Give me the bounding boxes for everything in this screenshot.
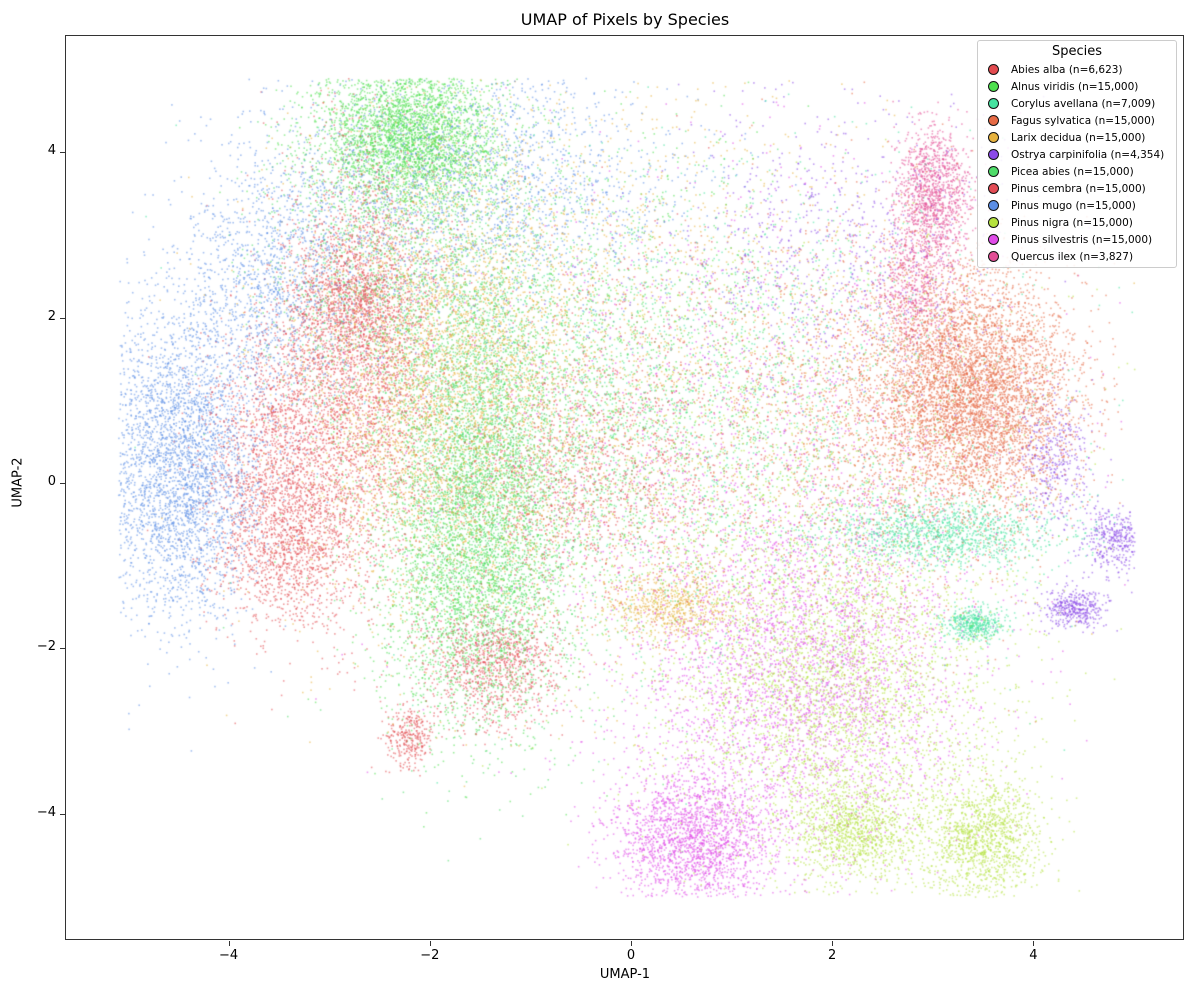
legend-item: Ostrya carpinifolia (n=4,354) (984, 146, 1170, 163)
legend-label: Alnus viridis (n=15,000) (1011, 80, 1139, 93)
legend-item: Pinus cembra (n=15,000) (984, 180, 1170, 197)
y-tick-label: −2 (36, 639, 56, 655)
x-tick (429, 941, 431, 946)
y-tick-label: 0 (47, 474, 56, 489)
legend-item: Abies alba (n=6,623) (984, 61, 1170, 78)
plot-frame (65, 35, 1184, 940)
legend-label: Quercus ilex (n=3,827) (1011, 250, 1134, 263)
legend-marker-icon (988, 98, 999, 109)
y-axis-label: UMAP-2 (10, 457, 26, 508)
legend-marker-icon (988, 251, 999, 262)
legend-label: Fagus sylvatica (n=15,000) (1011, 114, 1155, 127)
legend-label: Abies alba (n=6,623) (1011, 63, 1123, 76)
y-tick-label: −4 (36, 804, 56, 820)
x-tick-label: 4 (1029, 948, 1038, 963)
legend-label: Picea abies (n=15,000) (1011, 165, 1134, 178)
y-tick (60, 317, 65, 319)
x-axis-label: UMAP-1 (599, 967, 651, 982)
legend-item: Pinus silvestris (n=15,000) (984, 231, 1170, 248)
x-tick (631, 941, 632, 946)
legend: Species Abies alba (n=6,623) Alnus virid… (977, 40, 1177, 268)
legend-item: Pinus nigra (n=15,000) (984, 214, 1170, 231)
legend-marker-icon (988, 149, 999, 160)
y-tick (60, 648, 65, 650)
legend-label: Pinus cembra (n=15,000) (1011, 182, 1146, 195)
x-tick-label: 0 (626, 948, 636, 963)
chart-title: UMAP of Pixels by Species (520, 10, 730, 29)
legend-label: Pinus silvestris (n=15,000) (1011, 233, 1153, 246)
legend-item: Pinus mugo (n=15,000) (984, 197, 1170, 214)
legend-marker-icon (988, 115, 999, 126)
legend-marker-icon (988, 81, 999, 92)
y-tick (60, 152, 65, 154)
legend-title: Species (1051, 44, 1103, 59)
x-tick (832, 941, 834, 946)
legend-marker-icon (988, 217, 999, 228)
legend-item: Larix decidua (n=15,000) (984, 129, 1170, 146)
x-tick-label: 2 (828, 948, 837, 963)
legend-marker-icon (988, 200, 999, 211)
legend-marker-icon (988, 234, 999, 245)
legend-marker-icon (988, 132, 999, 143)
y-tick (60, 483, 65, 484)
x-tick (228, 941, 230, 946)
x-tick-label: −4 (219, 948, 239, 963)
y-tick (60, 813, 65, 815)
legend-item: Alnus viridis (n=15,000) (984, 78, 1170, 95)
y-tick-label: 2 (47, 308, 56, 324)
legend-marker-icon (988, 166, 999, 177)
legend-label: Larix decidua (n=15,000) (1011, 131, 1146, 144)
legend-label: Corylus avellana (n=7,009) (1011, 97, 1156, 110)
x-tick (1033, 941, 1035, 946)
legend-item: Quercus ilex (n=3,827) (984, 248, 1170, 265)
legend-label: Pinus mugo (n=15,000) (1011, 199, 1136, 212)
legend-item: Fagus sylvatica (n=15,000) (984, 112, 1170, 129)
y-tick-label: 4 (47, 143, 56, 159)
legend-label: Ostrya carpinifolia (n=4,354) (1011, 148, 1165, 161)
legend-marker-icon (988, 64, 999, 75)
legend-label: Pinus nigra (n=15,000) (1011, 216, 1133, 229)
legend-item: Picea abies (n=15,000) (984, 163, 1170, 180)
legend-item: Corylus avellana (n=7,009) (984, 95, 1170, 112)
x-tick-label: −2 (420, 948, 440, 963)
legend-marker-icon (988, 183, 999, 194)
